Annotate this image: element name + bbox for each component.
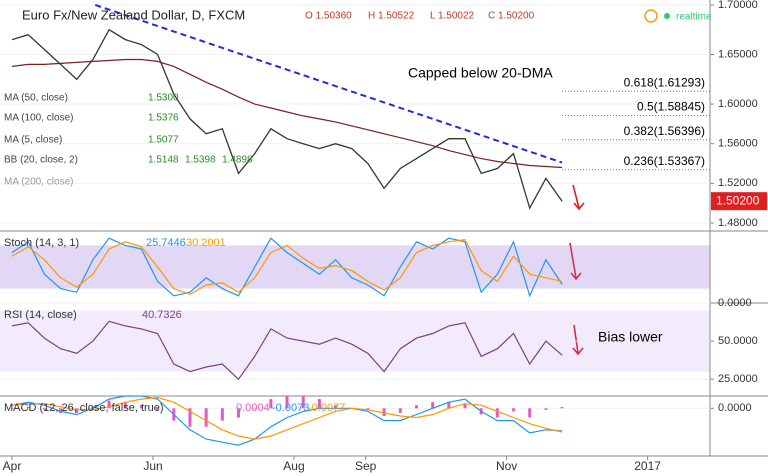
histogram-bar (382, 408, 386, 416)
x-tick-label: Jun (143, 459, 162, 473)
y-tick-label: 1.48000 (718, 217, 758, 229)
pane-title: RSI (14, close) (4, 309, 77, 321)
series-line (11, 396, 563, 440)
histogram-bar (544, 408, 548, 410)
histogram-bar (334, 405, 338, 409)
y-tick-label: 0.0000 (718, 297, 752, 309)
x-tick-label: Apr (3, 459, 22, 473)
histogram-bar (188, 408, 192, 427)
realtime-label: realtime (676, 12, 712, 23)
histogram-bar (414, 405, 418, 409)
histogram-bar (237, 408, 241, 418)
y-tick-label: 1.65000 (718, 48, 758, 60)
trendline (94, 4, 563, 164)
series-line (11, 58, 563, 169)
legend-value: -0.0073 (272, 402, 309, 414)
histogram-bar (447, 402, 451, 409)
histogram-bar (512, 408, 516, 412)
arrow (572, 184, 585, 211)
histogram-bar (156, 408, 160, 410)
legend-value: -0.0077 (308, 402, 345, 414)
legend-value: 30.2001 (186, 237, 226, 249)
histogram-bar (253, 408, 257, 409)
histogram-bar (495, 408, 499, 418)
y-tick-label: 1.60000 (718, 98, 758, 110)
ohlc-value: C 1.50200 (488, 11, 535, 22)
histogram-bar (366, 408, 370, 410)
annotation: Bias lower (598, 329, 663, 345)
pane-title: Stoch (14, 3, 1) (4, 237, 79, 249)
x-tick-label: Sep (355, 459, 377, 473)
y-tick-label: 25.0000 (718, 373, 758, 385)
histogram-bar (431, 402, 435, 409)
indicator-value: 1.5376 (148, 113, 179, 124)
histogram-bar (269, 399, 273, 409)
histogram-bar (42, 408, 46, 410)
last-price-box (711, 192, 767, 211)
x-tick-label: Aug (283, 459, 304, 473)
indicator-value: 1.5148 (148, 155, 179, 166)
histogram-bar (10, 408, 14, 409)
y-tick-label: 1.56000 (718, 138, 758, 150)
fib-label: 0.382(1.56396) (624, 124, 705, 138)
histogram-bar (59, 408, 63, 413)
series-line (11, 237, 563, 298)
ohlc-value: L 1.50022 (430, 11, 475, 22)
fib-label: 0.5(1.58845) (637, 100, 705, 114)
ohlc-value: H 1.50522 (368, 11, 415, 22)
histogram-bar (107, 400, 111, 409)
y-tick-label: 0.0000 (718, 402, 752, 414)
histogram-bar (204, 408, 208, 427)
annotation: Capped below 20-DMA (408, 65, 553, 81)
y-tick-label: 50.0000 (718, 335, 758, 347)
ohlc-value: O 1.50360 (305, 11, 352, 22)
band (0, 245, 710, 289)
legend-value: 25.7446 (146, 237, 186, 249)
indicator-value: 1.5077 (148, 135, 179, 146)
histogram-bar (317, 399, 321, 409)
realtime-dot (664, 13, 670, 19)
y-tick-label: 1.70000 (718, 0, 758, 11)
x-tick-label: 2017 (634, 459, 661, 473)
indicator-name: MA (5, close) (4, 135, 62, 146)
histogram-bar (301, 396, 305, 409)
series-line (11, 238, 563, 296)
series-line (11, 28, 563, 210)
pane-title: MACD (12, 26, close, false, true) (4, 402, 164, 414)
histogram-bar (528, 408, 532, 418)
histogram-bar (123, 402, 127, 409)
fib-label: 0.618(1.61293) (624, 75, 705, 89)
histogram-bar (463, 403, 467, 409)
histogram-bar (285, 396, 289, 409)
histogram-bar (75, 408, 79, 413)
indicator-value: 1.5300 (148, 93, 179, 104)
indicator-name: MA (200, close) (4, 177, 73, 188)
histogram-bar (220, 408, 224, 421)
legend-value: 0.0004 (236, 402, 270, 414)
histogram-bar (91, 406, 95, 409)
fib-label: 0.236(1.53367) (624, 154, 705, 168)
indicator-name: MA (100, close) (4, 113, 73, 124)
series-line (11, 395, 563, 446)
x-tick-label: Nov (496, 459, 517, 473)
histogram-bar (560, 407, 564, 409)
indicator-name: MA (50, close) (4, 93, 68, 104)
legend-value: 40.7326 (142, 309, 182, 321)
histogram-bar (398, 408, 402, 413)
arrow (569, 242, 582, 281)
indicator-name: BB (20, close, 2) (4, 155, 78, 166)
histogram-bar (26, 406, 30, 409)
clock-icon (644, 9, 658, 23)
indicator-value: 1.5398 (185, 155, 216, 166)
y-tick-label: 1.52000 (718, 177, 758, 189)
arrow (572, 324, 584, 356)
chart-title: Euro Fx/New Zealand Dollar, D, FXCM (22, 7, 245, 22)
series-line (11, 320, 563, 381)
arrows (569, 184, 585, 356)
last-price-label: 1.50200 (716, 193, 760, 207)
indicator-value: 1.4898 (222, 155, 253, 166)
histogram-bar (139, 405, 143, 409)
